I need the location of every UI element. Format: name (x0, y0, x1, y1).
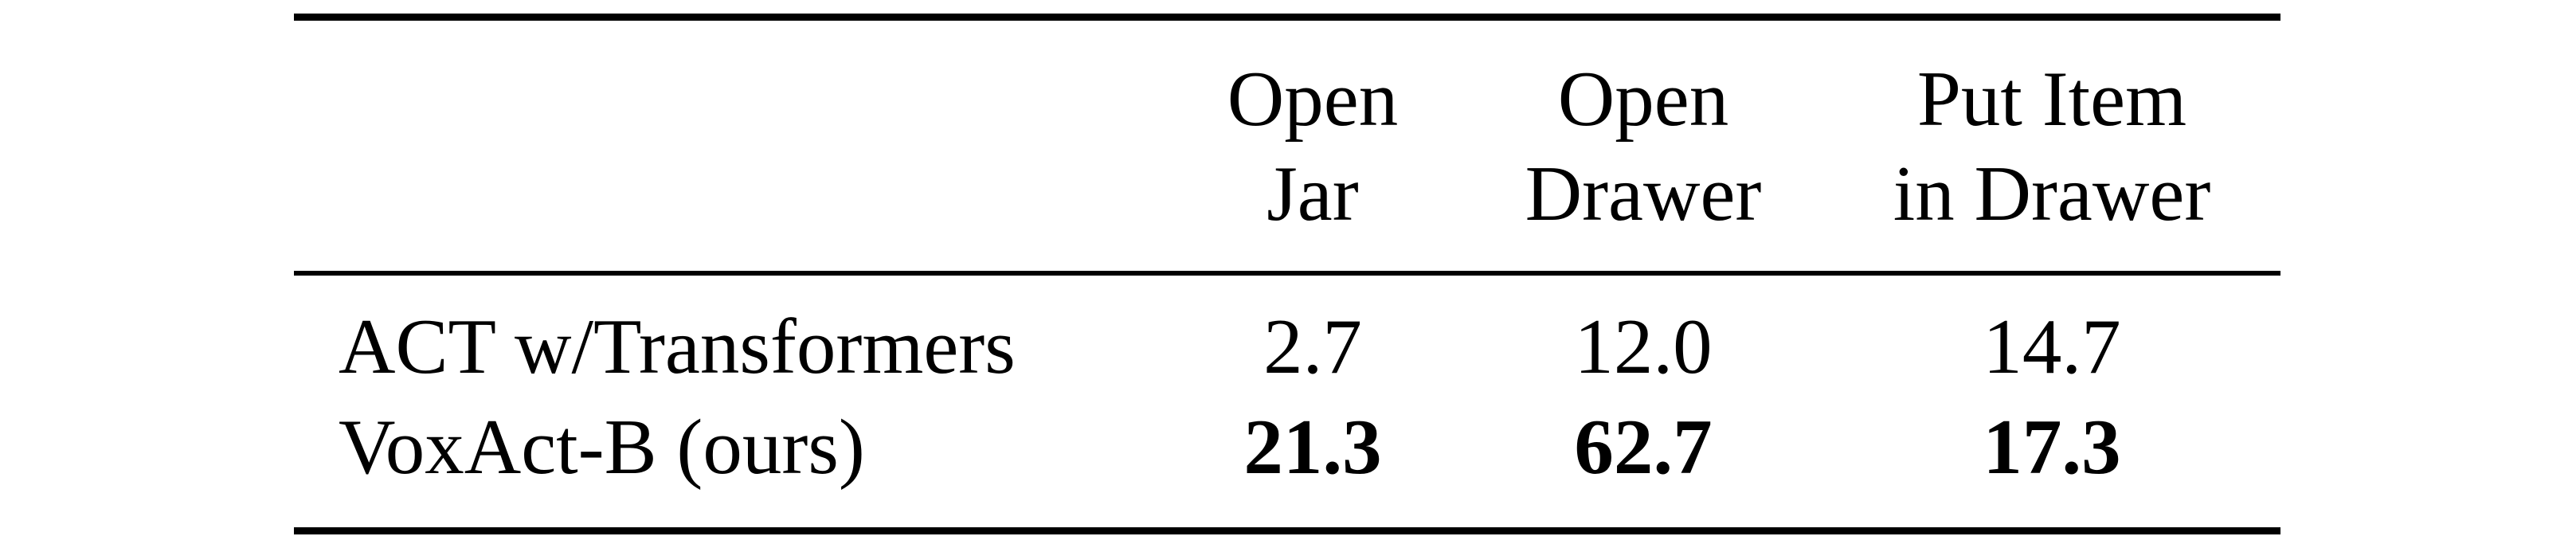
header-open-jar-line2: Jar (1266, 151, 1359, 237)
cell-act-open-jar: 2.7 (1263, 303, 1362, 390)
header-open-jar: Open Jar (1227, 52, 1398, 241)
cell-act-open-drawer: 12.0 (1574, 303, 1713, 390)
header-put-item-line2: in Drawer (1893, 151, 2211, 237)
row-method-voxact-b: VoxAct-B (ours) (339, 404, 865, 491)
header-open-jar-line1: Open (1227, 56, 1399, 143)
header-open-drawer: Open Drawer (1525, 52, 1762, 241)
header-put-item-line1: Put Item (1916, 56, 2187, 143)
cell-voxact-open-jar: 21.3 (1243, 404, 1382, 491)
cell-voxact-put-item: 17.3 (1983, 404, 2121, 491)
cell-act-put-item: 14.7 (1983, 303, 2121, 390)
row-method-act: ACT w/Transformers (339, 303, 1016, 390)
cell-voxact-open-drawer: 62.7 (1574, 404, 1713, 491)
header-put-item-in-drawer: Put Item in Drawer (1893, 52, 2211, 241)
header-open-drawer-line1: Open (1557, 56, 1729, 143)
table-top-rule (294, 14, 2280, 21)
table-header-rule (294, 271, 2280, 276)
table-bottom-rule (294, 527, 2280, 534)
header-open-drawer-line2: Drawer (1525, 151, 1762, 237)
